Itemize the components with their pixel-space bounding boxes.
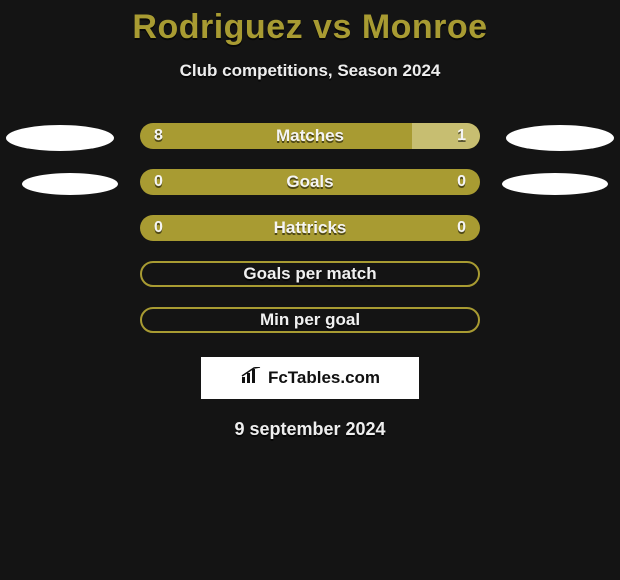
player-right-marker — [506, 125, 614, 151]
stat-label: Goals — [140, 172, 480, 192]
stat-right-value: 0 — [457, 169, 466, 195]
comparison-card: Rodriguez vs Monroe Club competitions, S… — [0, 0, 620, 440]
stat-row-hattricks: 0 Hattricks 0 — [0, 215, 620, 245]
stat-label: Min per goal — [142, 310, 478, 330]
stat-row-goals: 0 Goals 0 — [0, 169, 620, 199]
subtitle: Club competitions, Season 2024 — [0, 61, 620, 81]
stat-right-value: 1 — [457, 123, 466, 149]
stat-bar-gpm: Goals per match — [140, 261, 480, 287]
bar-chart-icon — [240, 367, 262, 390]
stats-rows: 8 Matches 1 0 Goals 0 0 Hattricks 0 — [0, 123, 620, 337]
stat-bar-matches: 8 Matches 1 — [140, 123, 480, 149]
player-right-marker — [502, 173, 608, 195]
player-left-marker — [6, 125, 114, 151]
stat-row-matches: 8 Matches 1 — [0, 123, 620, 153]
player-left-marker — [22, 173, 118, 195]
footer-date: 9 september 2024 — [0, 419, 620, 440]
stat-bar-goals: 0 Goals 0 — [140, 169, 480, 195]
stat-label: Hattricks — [140, 218, 480, 238]
stat-bar-mpg: Min per goal — [140, 307, 480, 333]
branding-box[interactable]: FcTables.com — [201, 357, 419, 399]
stat-label: Goals per match — [142, 264, 478, 284]
stat-row-gpm: Goals per match — [0, 261, 620, 291]
page-title: Rodriguez vs Monroe — [0, 8, 620, 47]
branding-text: FcTables.com — [268, 368, 380, 388]
stat-label: Matches — [140, 126, 480, 146]
stat-right-value: 0 — [457, 215, 466, 241]
stat-row-mpg: Min per goal — [0, 307, 620, 337]
stat-bar-hattricks: 0 Hattricks 0 — [140, 215, 480, 241]
